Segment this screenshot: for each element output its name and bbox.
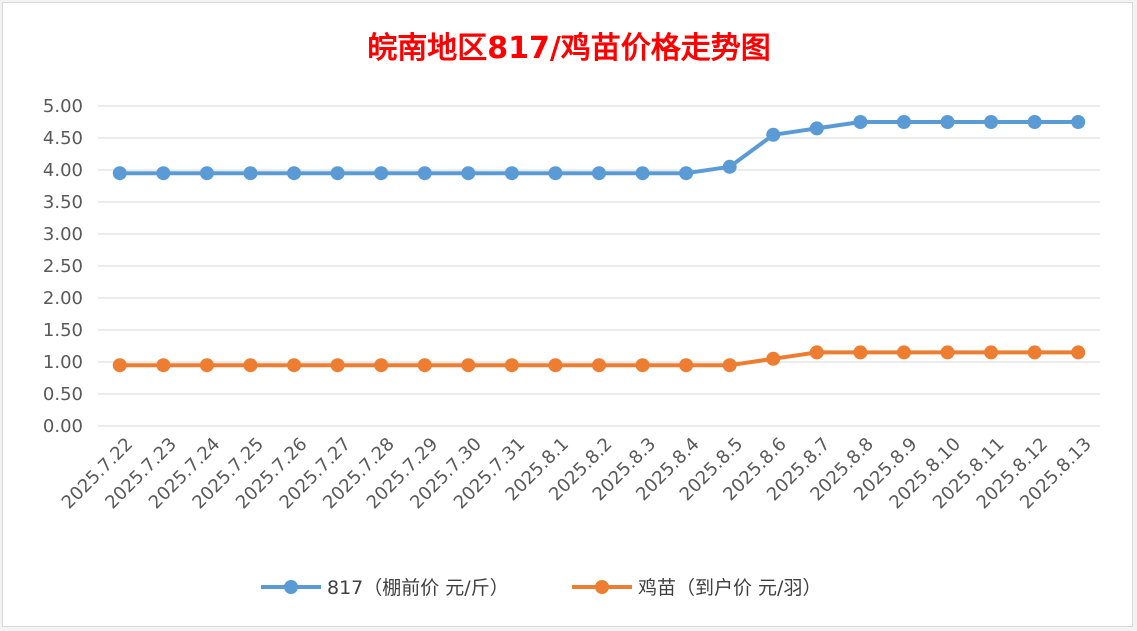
data-point xyxy=(112,166,127,181)
data-point xyxy=(635,358,650,373)
data-point xyxy=(809,121,824,136)
data-point xyxy=(1071,345,1086,360)
y-tick-label: 0.50 xyxy=(43,384,83,405)
data-point xyxy=(592,166,606,181)
data-point xyxy=(548,358,563,373)
data-point xyxy=(374,358,389,373)
data-point xyxy=(1027,345,1042,360)
y-tick-label: 1.50 xyxy=(43,320,83,341)
data-point xyxy=(156,166,171,181)
y-tick-label: 4.50 xyxy=(43,128,83,149)
y-tick-label: 1.00 xyxy=(43,352,83,373)
data-point xyxy=(722,358,737,373)
data-point xyxy=(766,127,781,142)
data-point xyxy=(592,358,606,373)
data-point xyxy=(330,358,345,373)
data-point xyxy=(1071,115,1086,129)
data-point xyxy=(984,345,999,360)
data-point xyxy=(243,358,258,373)
legend-marker-1 xyxy=(284,580,298,594)
data-point xyxy=(461,166,476,181)
data-point xyxy=(679,358,694,373)
y-tick-label: 5.00 xyxy=(43,96,83,117)
line-chart: 皖南地区817/鸡苗价格走势图 0.00 0.50 1.00 1.50 2.00 2.50 3… xyxy=(43,31,1100,599)
data-point xyxy=(374,166,389,181)
data-point xyxy=(896,345,911,360)
data-point xyxy=(199,358,214,373)
data-point xyxy=(940,115,955,129)
data-point xyxy=(940,345,955,360)
y-tick-label: 3.50 xyxy=(43,192,83,213)
chart-title: 皖南地区817/鸡苗价格走势图 xyxy=(367,31,771,66)
data-point xyxy=(853,345,868,360)
data-point xyxy=(548,166,563,181)
data-point xyxy=(287,358,302,373)
data-point xyxy=(330,166,345,181)
data-point xyxy=(461,358,476,373)
data-point xyxy=(679,166,694,181)
data-point xyxy=(722,159,737,174)
y-tick-label: 0.00 xyxy=(43,416,83,437)
data-point xyxy=(417,166,432,181)
y-tick-label: 2.50 xyxy=(43,256,83,277)
data-point xyxy=(896,115,911,129)
data-point xyxy=(1027,115,1042,129)
data-point xyxy=(287,166,302,181)
data-point xyxy=(766,351,781,366)
series-line-1 xyxy=(119,120,1079,176)
legend-label-2: 鸡苗（到户价 元/羽） xyxy=(638,577,821,599)
data-point xyxy=(853,115,868,129)
data-point xyxy=(112,358,127,373)
data-point xyxy=(243,166,258,181)
data-point xyxy=(417,358,432,373)
legend-marker-2 xyxy=(595,580,609,594)
y-tick-label: 2.00 xyxy=(43,288,83,309)
data-point xyxy=(635,166,650,181)
y-tick-label: 4.00 xyxy=(43,160,83,181)
legend-label-1: 817（棚前价 元/斤） xyxy=(327,577,509,599)
data-point xyxy=(504,166,519,181)
data-point xyxy=(984,115,999,129)
data-point xyxy=(156,358,171,373)
data-point xyxy=(809,345,824,360)
y-tick-label: 3.00 xyxy=(43,224,83,245)
data-point xyxy=(199,166,214,181)
data-point xyxy=(504,358,519,373)
